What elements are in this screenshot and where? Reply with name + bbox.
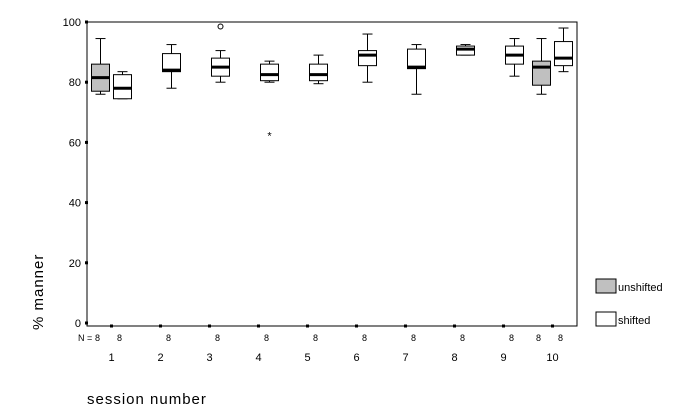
x-tick-label: 4 — [255, 352, 261, 364]
x-tick-label: 3 — [206, 352, 212, 364]
n-count-row: N = 8 8 8 8 8 8 8 8 8 8 8 8 — [78, 333, 563, 343]
x-tick-label: 10 — [546, 352, 558, 364]
outlier-point — [217, 23, 224, 30]
y-tick-label: 0 — [75, 318, 81, 330]
x-tick-label: 8 — [451, 352, 457, 364]
y-tick-label: 20 — [69, 258, 81, 270]
x-tick-label: 9 — [500, 352, 506, 364]
x-tick-mark — [208, 324, 211, 328]
legend-swatch-unshifted — [595, 278, 617, 294]
x-tick-mark — [159, 324, 162, 328]
y-tick-mark — [85, 261, 88, 265]
y-tick-label: 40 — [69, 198, 81, 210]
n-count: 8 — [558, 333, 563, 343]
x-tick-label: 6 — [353, 352, 359, 364]
x-tick-mark — [551, 324, 554, 328]
n-count: 8 — [460, 333, 465, 343]
y-tick-label: 60 — [69, 137, 81, 149]
legend-label-shifted: shifted — [618, 315, 650, 327]
legend-label-unshifted: unshifted — [618, 282, 663, 294]
n-count: 8 — [166, 333, 171, 343]
n-count: 8 — [509, 333, 514, 343]
box-shifted-5 — [309, 54, 328, 85]
plot-area — [86, 21, 578, 327]
legend-swatch-shifted — [595, 311, 617, 327]
box-shifted-10 — [554, 27, 573, 73]
y-axis: 0 20 40 60 80 100 — [63, 17, 88, 330]
y-tick-label: 100 — [63, 17, 81, 29]
x-tick-label: 5 — [304, 352, 310, 364]
y-tick-label: 80 — [69, 77, 81, 89]
box-shifted-4: * — [260, 60, 279, 142]
n-count: 8 — [264, 333, 269, 343]
iqr-box — [260, 63, 279, 82]
x-tick-mark — [110, 324, 113, 328]
legend: unshifted shifted — [595, 278, 663, 327]
box-unshifted-10 — [532, 38, 551, 95]
y-tick-mark — [85, 80, 88, 84]
iqr-box — [532, 60, 551, 86]
box-shifted-7 — [407, 44, 426, 95]
y-tick-mark — [85, 20, 88, 24]
x-tick-mark — [453, 324, 456, 328]
n-count: 8 — [536, 333, 541, 343]
iqr-box — [358, 50, 377, 67]
n-count: 8 — [362, 333, 367, 343]
box-shifted-3 — [211, 23, 230, 83]
extreme-point: * — [267, 130, 272, 142]
n-count: 8 — [117, 333, 122, 343]
n-row-label: N = — [78, 333, 92, 343]
n-count: 8 — [95, 333, 100, 343]
y-tick-mark — [85, 201, 88, 205]
y-tick-mark — [85, 140, 88, 144]
box-unshifted-1 — [91, 38, 110, 95]
n-count: 8 — [313, 333, 318, 343]
x-tick-label: 7 — [402, 352, 408, 364]
x-tick-mark — [502, 324, 505, 328]
box-shifted-6 — [358, 33, 377, 83]
boxes: * — [91, 23, 573, 142]
n-count: 8 — [411, 333, 416, 343]
x-tick-mark — [257, 324, 260, 328]
iqr-box — [407, 48, 426, 70]
iqr-box — [456, 45, 475, 56]
iqr-box — [162, 53, 181, 73]
n-count: 8 — [215, 333, 220, 343]
iqr-box — [309, 63, 328, 82]
x-tick-label: 1 — [108, 352, 114, 364]
x-axis-label: session number — [87, 391, 207, 408]
y-tick-mark — [85, 321, 88, 325]
iqr-box — [554, 41, 573, 67]
x-tick-mark — [355, 324, 358, 328]
x-tick-mark — [404, 324, 407, 328]
y-axis-label: % manner — [30, 254, 47, 330]
box-shifted-9 — [505, 38, 524, 77]
box-shifted-1 — [113, 71, 132, 100]
box-shifted-8 — [456, 44, 475, 56]
iqr-box — [113, 74, 132, 100]
x-tick-mark — [306, 324, 309, 328]
box-shifted-2 — [162, 44, 181, 89]
x-axis: 1 2 3 4 5 6 7 8 9 10 — [108, 324, 559, 364]
x-tick-label: 2 — [157, 352, 163, 364]
